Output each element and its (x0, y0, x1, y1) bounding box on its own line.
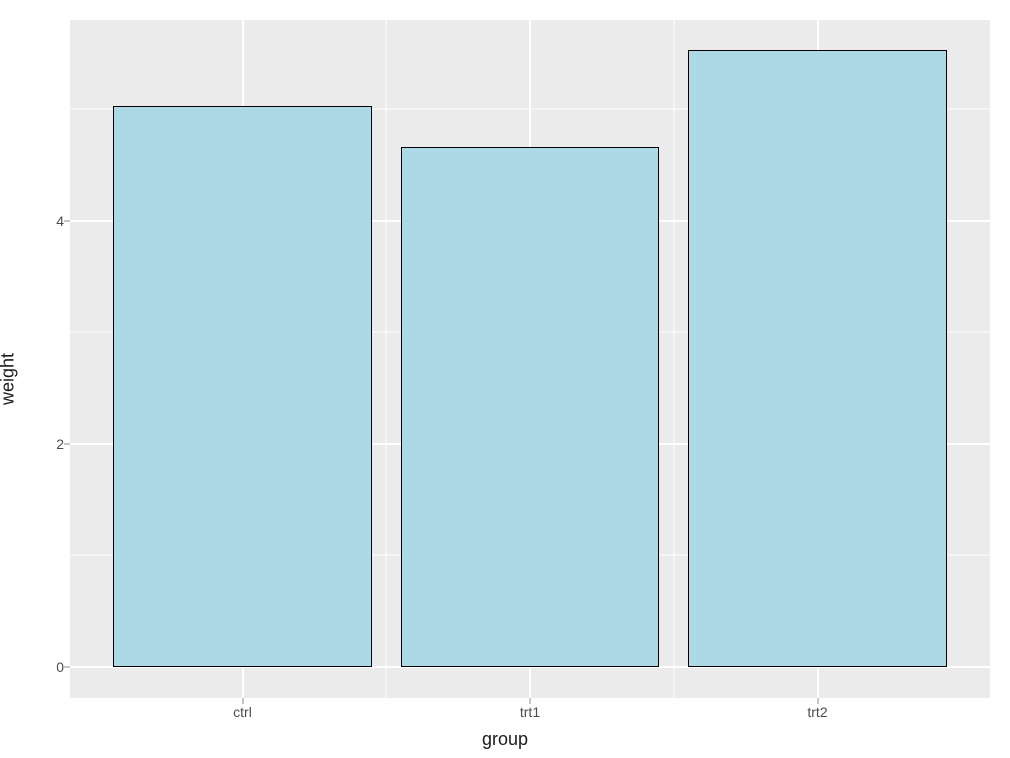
grid-minor-v (673, 20, 674, 698)
y-axis-title: weight (0, 353, 19, 405)
y-tick-label: 4 (56, 213, 64, 229)
x-tick-label: trt2 (807, 704, 827, 720)
x-axis-title: group (482, 729, 528, 750)
x-tick-mark (530, 698, 531, 704)
plot-area: 024 ctrltrt1trt2 (70, 20, 990, 698)
x-tick-mark (817, 698, 818, 704)
bar (401, 147, 660, 667)
y-tick-mark (64, 666, 70, 667)
y-tick-labels: 0 2 4 (30, 20, 64, 698)
y-tick-mark (64, 220, 70, 221)
y-tick-label: 0 (56, 659, 64, 675)
chart-panel (70, 20, 990, 698)
y-tick-mark (64, 443, 70, 444)
x-tick-label: trt1 (520, 704, 540, 720)
bar (688, 50, 947, 667)
x-tick-labels: ctrl trt1 trt2 (70, 704, 990, 724)
bar (113, 106, 372, 667)
x-tick-label: ctrl (233, 704, 252, 720)
y-tick-label: 2 (56, 436, 64, 452)
x-tick-mark (242, 698, 243, 704)
grid-minor-v (386, 20, 387, 698)
bar-chart: weight group 024 ctrltrt1trt2 (0, 0, 1010, 758)
